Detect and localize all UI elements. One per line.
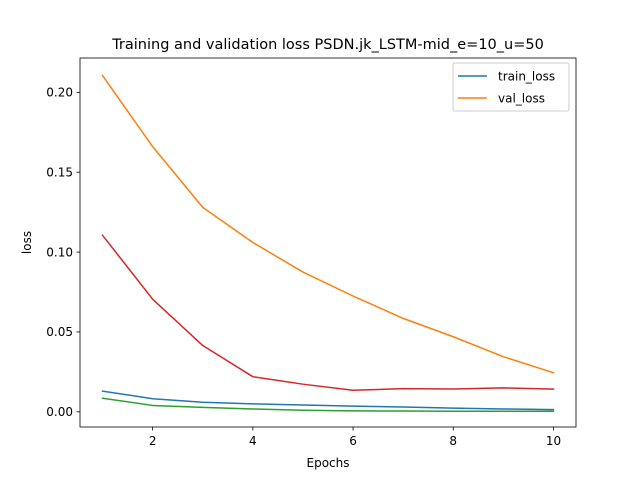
series-lines [101,74,555,412]
x-tick-label: 2 [149,434,157,448]
y-axis-label: loss [20,231,34,254]
y-tick-label: 0.15 [46,165,73,179]
y-tick-label: 0.05 [46,325,73,339]
legend-items: train_loss val_loss [458,69,555,105]
y-tick-label: 0.20 [46,86,73,100]
axes-frame [79,57,577,428]
legend-box [452,62,570,112]
x-axis-ticks: 2 4 6 8 10 [149,427,561,448]
y-tick-label: 0.00 [46,405,73,419]
x-tick-label: 10 [546,434,561,448]
series-line-series-4 [101,234,555,392]
series-line-series-3 [101,397,555,412]
y-tick-label: 0.10 [46,245,73,259]
series-line-val_loss [101,74,555,374]
x-tick-label: 4 [249,434,257,448]
y-axis-ticks: 0.00 0.05 0.10 0.15 0.20 [46,86,80,419]
legend: train_loss val_loss [452,62,570,112]
plot-area: 2 4 6 8 10 0.00 0.05 0.10 0.15 0.20 [46,57,577,448]
x-axis-label: Epochs [307,456,350,470]
chart-title: Training and validation loss PSDN.jk_LST… [111,37,544,53]
series-line-train_loss [101,390,555,411]
legend-label-val_loss: val_loss [498,91,545,105]
x-tick-label: 6 [349,434,357,448]
legend-label-train_loss: train_loss [498,69,555,83]
x-tick-label: 8 [449,434,457,448]
